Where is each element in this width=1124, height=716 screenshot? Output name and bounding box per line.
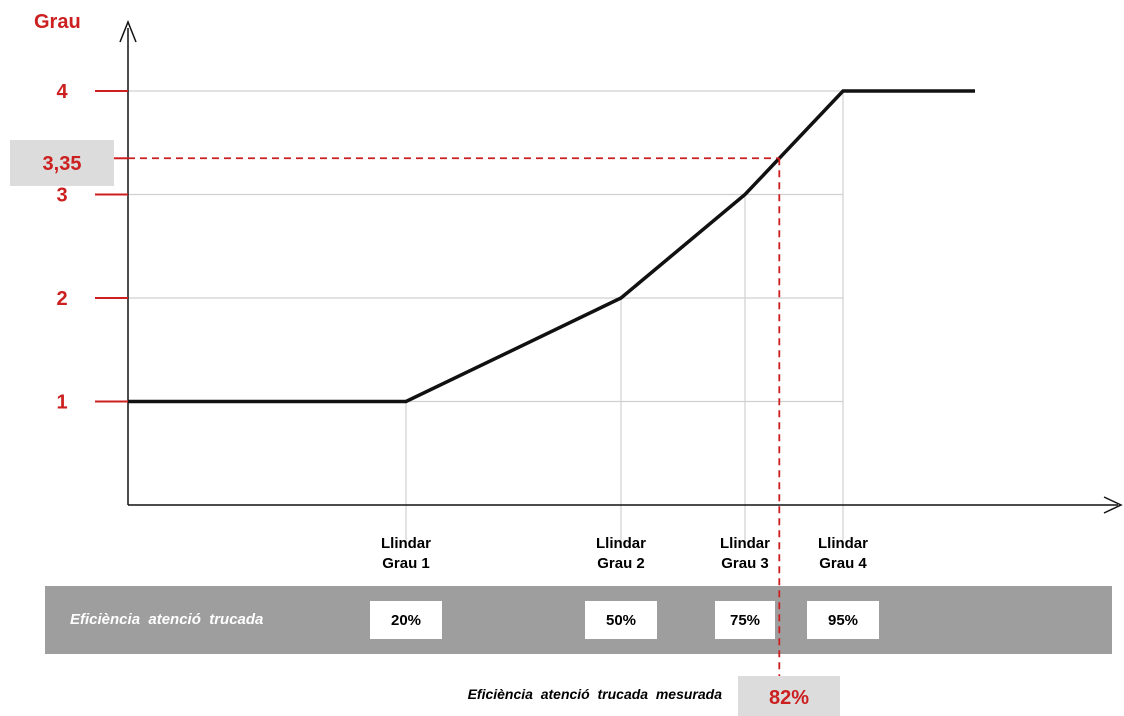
threshold-value-2: 50% xyxy=(606,612,636,629)
efficiency-bar xyxy=(45,586,1112,654)
measured-caption: Eficiència atenció trucada mesurada xyxy=(468,686,723,702)
threshold-label-line1-3: Llindar xyxy=(720,535,770,552)
threshold-value-3: 75% xyxy=(730,612,760,629)
measured-value-label: 82% xyxy=(769,687,809,709)
threshold-label-line2-4: Grau 4 xyxy=(819,555,867,572)
y-axis-title: Grau xyxy=(34,11,81,33)
threshold-value-box-3 xyxy=(715,601,775,639)
y-axis-arrow xyxy=(119,19,137,43)
threshold-label-line2-1: Grau 1 xyxy=(382,555,430,572)
y-tick-label-2: 2 xyxy=(56,288,67,310)
threshold-value-box-2 xyxy=(585,601,657,639)
threshold-label-line1-1: Llindar xyxy=(381,535,431,552)
y-tick-label-1: 1 xyxy=(56,392,67,414)
measured-value-box xyxy=(738,676,840,716)
grade-line xyxy=(128,89,975,404)
threshold-value-1: 20% xyxy=(391,612,421,629)
threshold-label-line2-3: Grau 3 xyxy=(721,555,769,572)
threshold-label-line1-2: Llindar xyxy=(596,535,646,552)
x-axis-arrow xyxy=(1103,496,1123,514)
threshold-value-4: 95% xyxy=(828,612,858,629)
measured-grade-label: 3,35 xyxy=(43,153,82,175)
threshold-label-line2-2: Grau 2 xyxy=(597,555,645,572)
y-ticks: 1 2 3 4 xyxy=(56,81,128,414)
threshold-value-box-1 xyxy=(370,601,442,639)
efficiency-bar-label: Eficiència atenció trucada xyxy=(70,611,263,628)
threshold-label-line1-4: Llindar xyxy=(818,535,868,552)
measured-grade-box xyxy=(10,140,114,186)
threshold-lines xyxy=(405,91,844,540)
y-tick-label-3: 3 xyxy=(56,185,67,207)
y-tick-label-4: 4 xyxy=(56,81,68,103)
gridlines xyxy=(128,90,843,403)
threshold-annotations: Llindar Grau 1 20% Llindar Grau 2 50% Llindar G… xyxy=(370,535,879,639)
threshold-value-box-4 xyxy=(807,601,879,639)
